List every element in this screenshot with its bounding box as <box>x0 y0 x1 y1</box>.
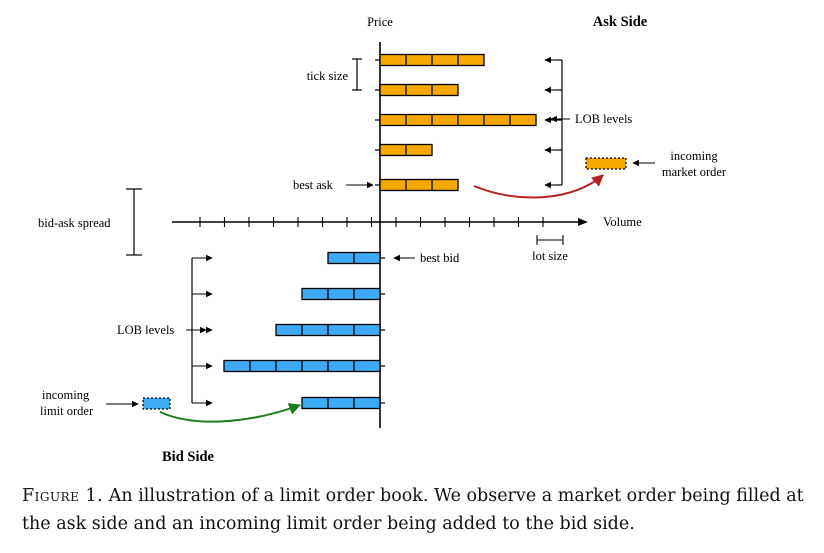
ask-side-title: Ask Side <box>593 14 648 30</box>
ask-level-bar <box>379 83 459 97</box>
ask-lob-levels-label: LOB levels <box>575 112 632 126</box>
price-axis-label: Price <box>367 15 393 29</box>
best-ask-label: best ask <box>293 178 334 192</box>
bid-side-title: Bid Side <box>162 449 215 465</box>
lot-size-bracket <box>536 235 564 245</box>
limit-order-add-arrow <box>159 403 302 423</box>
figure-caption-label: Figure 1. <box>22 486 104 506</box>
figure-caption-text: An illustration of a limit order book. W… <box>22 486 804 534</box>
limit-order-book-diagram: Price Volume Ask Side Bid Side tick size… <box>38 14 727 465</box>
ask-lob-levels-bracket <box>544 56 570 189</box>
best-bid-label: best bid <box>420 251 460 265</box>
volume-axis-label: Volume <box>603 215 642 229</box>
tick-size-label: tick size <box>307 69 349 83</box>
bid-level-bar <box>301 287 381 301</box>
market-order-fill-arrow <box>473 174 604 199</box>
ask-level-bar <box>379 178 459 192</box>
lot-size-label: lot size <box>532 249 568 263</box>
incoming-limit-order-label-2: limit order <box>40 404 94 418</box>
tick-size-bracket <box>352 58 362 91</box>
bid-level-bar <box>301 396 381 410</box>
incoming-market-order-label-1: incoming <box>670 149 718 163</box>
incoming-market-order-box <box>585 157 627 170</box>
ask-side-bars <box>375 53 537 192</box>
bid-lob-levels-bracket <box>186 254 213 407</box>
volume-axis-arrowhead <box>578 218 588 226</box>
bid-ask-spread-label: bid-ask spread <box>38 216 111 230</box>
figure-caption: Figure 1. An illustration of a limit ord… <box>22 482 812 538</box>
volume-axis-ticks <box>199 217 544 227</box>
bid-side-bars <box>223 251 385 410</box>
incoming-market-order-label-2: market order <box>662 165 727 179</box>
bid-lob-levels-label: LOB levels <box>117 323 174 337</box>
incoming-limit-order-label-1: incoming <box>42 388 90 402</box>
incoming-limit-order-box <box>142 397 171 410</box>
bid-ask-spread-bracket <box>126 188 142 256</box>
